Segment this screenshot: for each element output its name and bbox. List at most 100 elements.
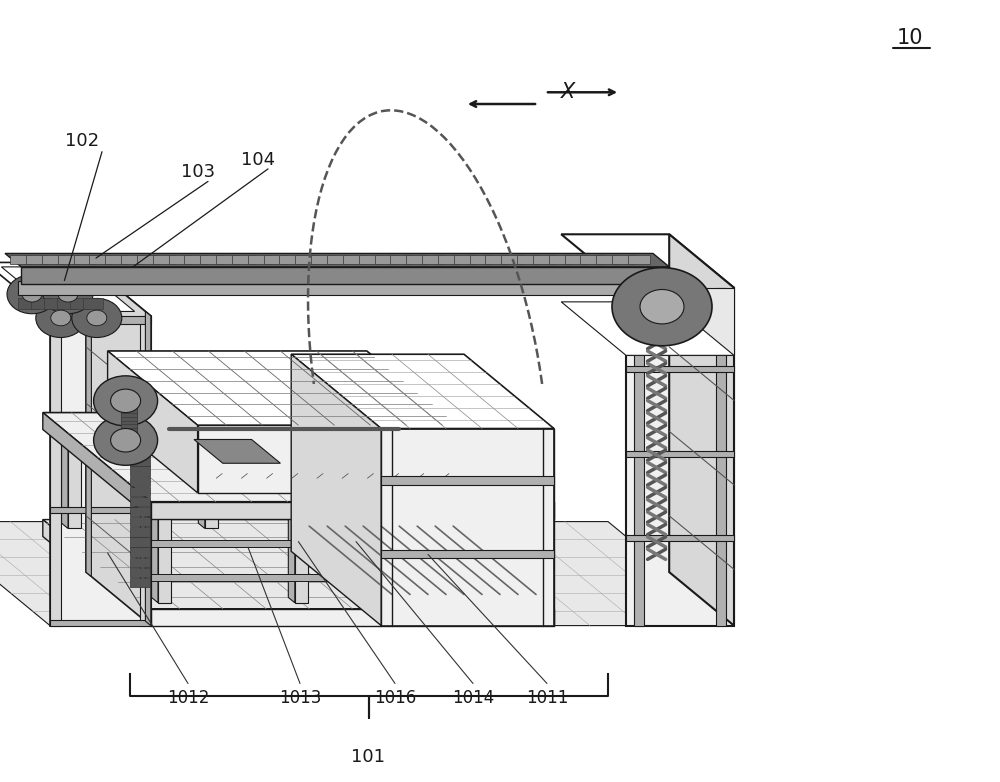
Polygon shape bbox=[121, 436, 137, 444]
Polygon shape bbox=[105, 255, 127, 264]
Polygon shape bbox=[121, 401, 137, 409]
Polygon shape bbox=[43, 519, 151, 626]
Polygon shape bbox=[130, 517, 150, 526]
Polygon shape bbox=[43, 413, 554, 502]
Polygon shape bbox=[1, 267, 135, 311]
Circle shape bbox=[640, 289, 684, 324]
Polygon shape bbox=[121, 417, 137, 425]
Polygon shape bbox=[381, 476, 554, 485]
Polygon shape bbox=[422, 255, 444, 264]
Polygon shape bbox=[130, 537, 150, 547]
Polygon shape bbox=[454, 255, 476, 264]
Polygon shape bbox=[43, 413, 151, 518]
Polygon shape bbox=[21, 267, 669, 284]
Polygon shape bbox=[83, 298, 103, 309]
Polygon shape bbox=[18, 298, 38, 309]
Polygon shape bbox=[50, 619, 151, 626]
Polygon shape bbox=[50, 316, 151, 626]
Polygon shape bbox=[151, 502, 554, 518]
Polygon shape bbox=[140, 316, 151, 626]
Polygon shape bbox=[396, 502, 403, 603]
Polygon shape bbox=[153, 255, 175, 264]
Polygon shape bbox=[50, 316, 61, 626]
Polygon shape bbox=[42, 255, 64, 264]
Polygon shape bbox=[151, 540, 554, 547]
Polygon shape bbox=[194, 439, 280, 463]
Polygon shape bbox=[295, 255, 317, 264]
Polygon shape bbox=[438, 255, 460, 264]
Text: 1011: 1011 bbox=[526, 688, 568, 707]
Polygon shape bbox=[248, 255, 270, 264]
Circle shape bbox=[36, 299, 86, 338]
Polygon shape bbox=[169, 255, 191, 264]
Polygon shape bbox=[716, 288, 726, 626]
Circle shape bbox=[94, 376, 158, 426]
Circle shape bbox=[111, 389, 141, 413]
Circle shape bbox=[94, 415, 158, 465]
Polygon shape bbox=[158, 507, 171, 603]
Circle shape bbox=[7, 274, 57, 314]
Polygon shape bbox=[311, 255, 333, 264]
Circle shape bbox=[58, 286, 78, 302]
Polygon shape bbox=[43, 519, 554, 608]
Polygon shape bbox=[634, 288, 644, 626]
Polygon shape bbox=[152, 502, 158, 603]
Text: 102: 102 bbox=[65, 131, 99, 150]
Polygon shape bbox=[291, 354, 381, 626]
Polygon shape bbox=[435, 432, 448, 529]
Polygon shape bbox=[50, 422, 151, 429]
Polygon shape bbox=[58, 255, 80, 264]
Polygon shape bbox=[130, 436, 150, 446]
Polygon shape bbox=[205, 432, 218, 529]
Polygon shape bbox=[0, 522, 734, 626]
Polygon shape bbox=[5, 253, 669, 267]
Polygon shape bbox=[151, 574, 554, 580]
Text: 1012: 1012 bbox=[167, 688, 209, 707]
Polygon shape bbox=[626, 288, 734, 355]
Polygon shape bbox=[130, 568, 150, 577]
Polygon shape bbox=[26, 255, 48, 264]
Polygon shape bbox=[86, 263, 151, 626]
Polygon shape bbox=[70, 298, 90, 309]
Polygon shape bbox=[130, 497, 150, 506]
Text: 1016: 1016 bbox=[374, 688, 416, 707]
Polygon shape bbox=[130, 476, 150, 486]
Polygon shape bbox=[86, 263, 91, 576]
Polygon shape bbox=[50, 507, 151, 513]
Polygon shape bbox=[62, 428, 68, 529]
Polygon shape bbox=[288, 502, 295, 603]
Polygon shape bbox=[295, 507, 308, 603]
Polygon shape bbox=[279, 255, 301, 264]
Polygon shape bbox=[596, 255, 618, 264]
Text: 1014: 1014 bbox=[452, 688, 494, 707]
Polygon shape bbox=[151, 608, 554, 626]
Text: 104: 104 bbox=[241, 150, 275, 169]
Polygon shape bbox=[130, 527, 150, 536]
Polygon shape bbox=[306, 428, 313, 529]
Polygon shape bbox=[517, 255, 539, 264]
Polygon shape bbox=[130, 547, 150, 557]
Polygon shape bbox=[121, 413, 137, 421]
Text: 103: 103 bbox=[181, 163, 215, 181]
Polygon shape bbox=[200, 255, 222, 264]
Polygon shape bbox=[626, 450, 734, 457]
Polygon shape bbox=[232, 255, 254, 264]
Polygon shape bbox=[50, 316, 151, 325]
Polygon shape bbox=[137, 255, 159, 264]
Polygon shape bbox=[121, 255, 143, 264]
Polygon shape bbox=[74, 255, 96, 264]
Polygon shape bbox=[121, 425, 137, 432]
Polygon shape bbox=[130, 466, 150, 475]
Polygon shape bbox=[130, 456, 150, 465]
Circle shape bbox=[51, 310, 71, 326]
Text: 10: 10 bbox=[897, 27, 923, 48]
Text: 1013: 1013 bbox=[279, 688, 321, 707]
Polygon shape bbox=[313, 432, 326, 529]
Polygon shape bbox=[626, 288, 734, 626]
Polygon shape bbox=[343, 255, 365, 264]
Polygon shape bbox=[68, 432, 81, 529]
Polygon shape bbox=[406, 255, 428, 264]
Polygon shape bbox=[121, 405, 137, 413]
Polygon shape bbox=[291, 354, 554, 429]
Circle shape bbox=[612, 267, 712, 346]
